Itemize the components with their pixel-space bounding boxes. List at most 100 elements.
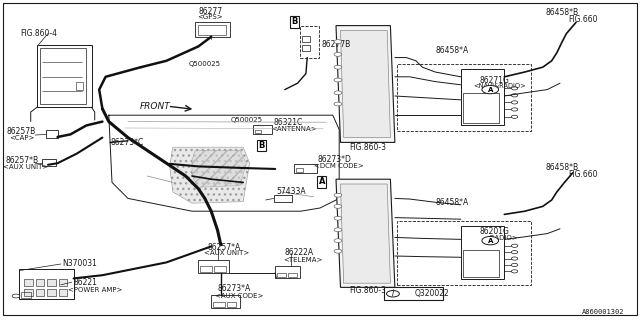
Bar (461, 69, 504, 125)
Polygon shape (192, 150, 246, 187)
Bar (294, 164, 317, 173)
Polygon shape (170, 147, 250, 203)
Circle shape (334, 249, 342, 253)
Circle shape (387, 291, 399, 297)
Circle shape (482, 85, 499, 94)
Bar (59, 289, 67, 296)
Polygon shape (336, 26, 395, 142)
Text: 86271G: 86271G (480, 76, 510, 84)
Bar (47, 279, 56, 286)
Bar (463, 93, 499, 123)
Bar (384, 287, 443, 300)
Text: 86257*B: 86257*B (5, 156, 38, 165)
Bar (463, 250, 499, 277)
Text: <GPS>: <GPS> (197, 14, 223, 20)
Text: FIG.660: FIG.660 (568, 15, 598, 24)
Circle shape (334, 78, 342, 82)
Bar (40, 48, 86, 104)
Circle shape (511, 101, 518, 104)
Text: <AUX UNIT>: <AUX UNIT> (3, 164, 49, 170)
Bar (76, 82, 83, 90)
Text: 86458*B: 86458*B (545, 163, 579, 172)
Bar (253, 125, 272, 134)
Circle shape (334, 40, 342, 44)
Circle shape (511, 94, 518, 97)
Bar (36, 279, 44, 286)
Text: 86273*D: 86273*D (317, 155, 351, 164)
Text: Q500025: Q500025 (189, 61, 221, 67)
Bar (47, 289, 56, 296)
Circle shape (511, 115, 518, 118)
Bar (302, 36, 310, 42)
Bar (296, 168, 303, 172)
Circle shape (511, 251, 518, 254)
Polygon shape (336, 179, 395, 287)
Polygon shape (340, 184, 390, 283)
Circle shape (334, 193, 342, 197)
Text: B: B (291, 17, 298, 26)
Bar (275, 266, 300, 278)
Circle shape (511, 108, 518, 111)
Bar (227, 302, 236, 307)
Bar (37, 45, 92, 107)
Bar (214, 266, 226, 272)
Text: FIG.860-3: FIG.860-3 (349, 286, 386, 295)
Text: A: A (488, 87, 493, 92)
Text: Q500025: Q500025 (230, 117, 262, 123)
Text: <TELEMA>: <TELEMA> (283, 257, 323, 263)
Bar (288, 273, 297, 277)
Bar (42, 159, 56, 166)
Circle shape (511, 263, 518, 267)
Text: 86257B: 86257B (6, 127, 36, 136)
Text: 86458*A: 86458*A (435, 46, 468, 55)
Circle shape (334, 65, 342, 69)
Text: A: A (319, 177, 325, 186)
Circle shape (334, 52, 342, 56)
Circle shape (511, 87, 518, 90)
Bar (211, 295, 240, 308)
Circle shape (334, 204, 342, 208)
Bar (397, 221, 531, 285)
Text: 86458*B: 86458*B (545, 8, 579, 17)
Text: 86277: 86277 (198, 7, 223, 16)
Bar (36, 289, 44, 296)
Bar (195, 22, 230, 37)
Text: <CAP>: <CAP> (10, 135, 35, 141)
Text: <POWER AMP>: <POWER AMP> (68, 287, 122, 292)
Text: 57433A: 57433A (276, 188, 306, 196)
Text: 86221: 86221 (74, 278, 97, 287)
Bar (397, 64, 531, 131)
Text: <AUX UNIT>: <AUX UNIT> (204, 251, 249, 256)
Text: N370031: N370031 (63, 260, 97, 268)
Circle shape (334, 102, 342, 106)
Text: <RADIO>: <RADIO> (484, 235, 518, 241)
Text: 86277B: 86277B (321, 40, 351, 49)
Text: 86201G: 86201G (480, 227, 510, 236)
Bar (19, 269, 74, 299)
Bar (255, 130, 261, 133)
Text: B: B (258, 141, 264, 150)
Text: 86458*A: 86458*A (435, 198, 468, 207)
Text: 86257*A: 86257*A (208, 243, 241, 252)
Circle shape (511, 270, 518, 273)
Text: FIG.660: FIG.660 (568, 170, 598, 179)
Bar (300, 26, 319, 58)
Bar (46, 130, 58, 138)
Bar (198, 260, 229, 273)
Text: <NAVI&RADIO>: <NAVI&RADIO> (474, 84, 526, 89)
Bar (213, 302, 225, 307)
Text: FIG.860-3: FIG.860-3 (349, 143, 386, 152)
Circle shape (511, 257, 518, 260)
Circle shape (12, 294, 20, 298)
Circle shape (511, 244, 518, 247)
Text: FIG.860-4: FIG.860-4 (20, 29, 58, 38)
Bar (277, 273, 286, 277)
Bar (302, 45, 310, 51)
Text: <AUX CODE>: <AUX CODE> (215, 293, 264, 299)
Bar (461, 226, 504, 279)
Polygon shape (340, 30, 390, 138)
Circle shape (482, 236, 499, 245)
Bar (24, 279, 33, 286)
Text: Q320022: Q320022 (415, 289, 449, 298)
Circle shape (334, 239, 342, 243)
